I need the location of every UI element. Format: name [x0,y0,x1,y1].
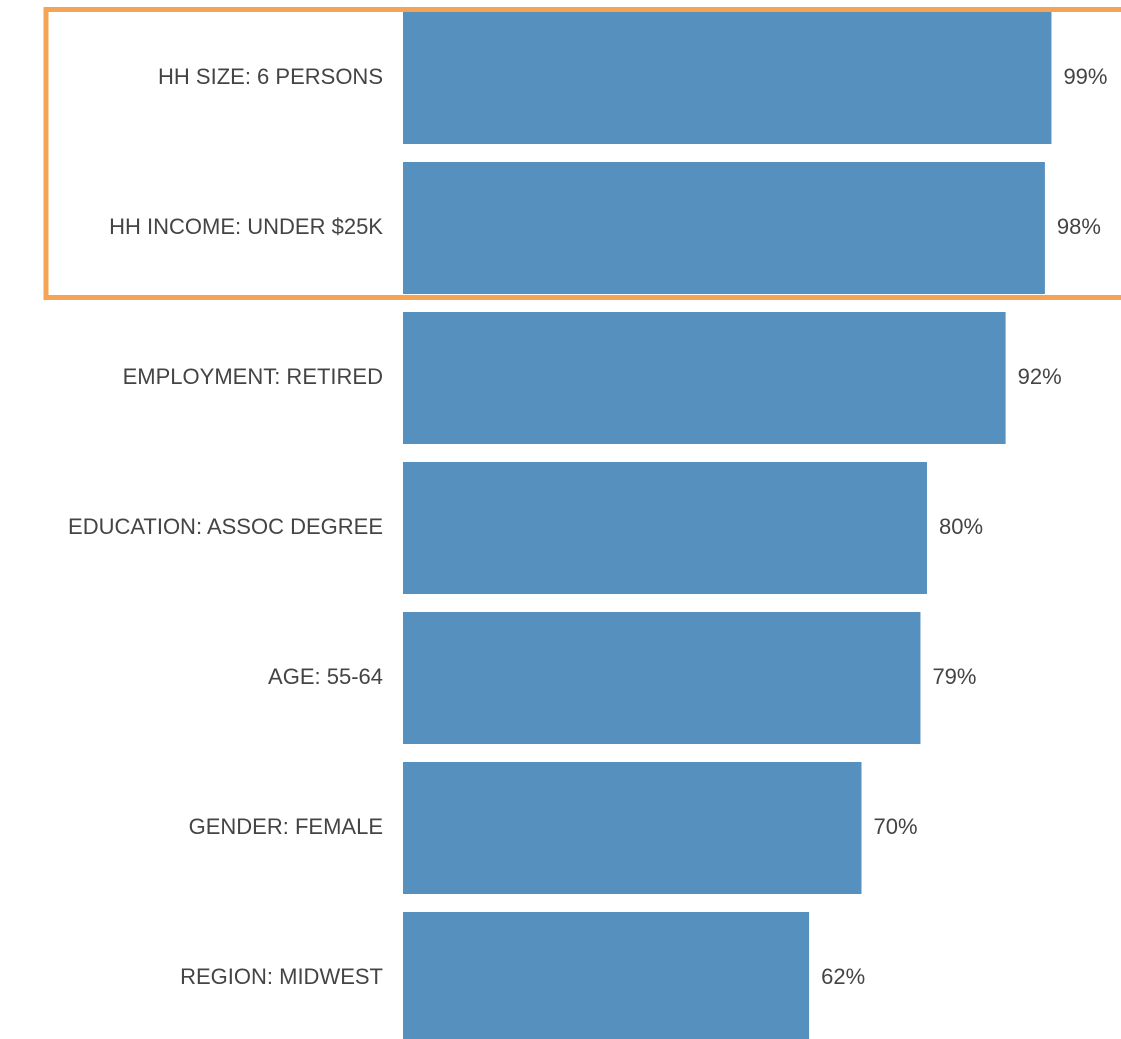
value-label: 70% [874,814,918,839]
bar [403,612,921,744]
value-label: 80% [939,514,983,539]
category-label: EMPLOYMENT: RETIRED [123,364,383,389]
category-label: AGE: 55-64 [268,664,383,689]
bar [403,162,1045,294]
bar [403,462,927,594]
bar [403,912,810,1039]
category-label: HH SIZE: 6 PERSONS [158,64,383,89]
category-label: EDUCATION: ASSOC DEGREE [68,514,383,539]
category-label: REGION: MIDWEST [180,964,383,989]
value-label: 99% [1063,64,1107,89]
bar [403,12,1052,144]
bars: HH SIZE: 6 PERSONS 99% HH INCOME: UNDER $2… [68,12,1107,1039]
highlight-box [43,7,1121,300]
category-label: GENDER: FEMALE [189,814,383,839]
bar [403,312,1006,444]
value-label: 92% [1018,364,1062,389]
bar [403,762,862,894]
value-label: 62% [821,964,865,989]
category-label: HH INCOME: UNDER $25K [109,214,383,239]
value-label: 79% [932,664,976,689]
value-label: 98% [1057,214,1101,239]
